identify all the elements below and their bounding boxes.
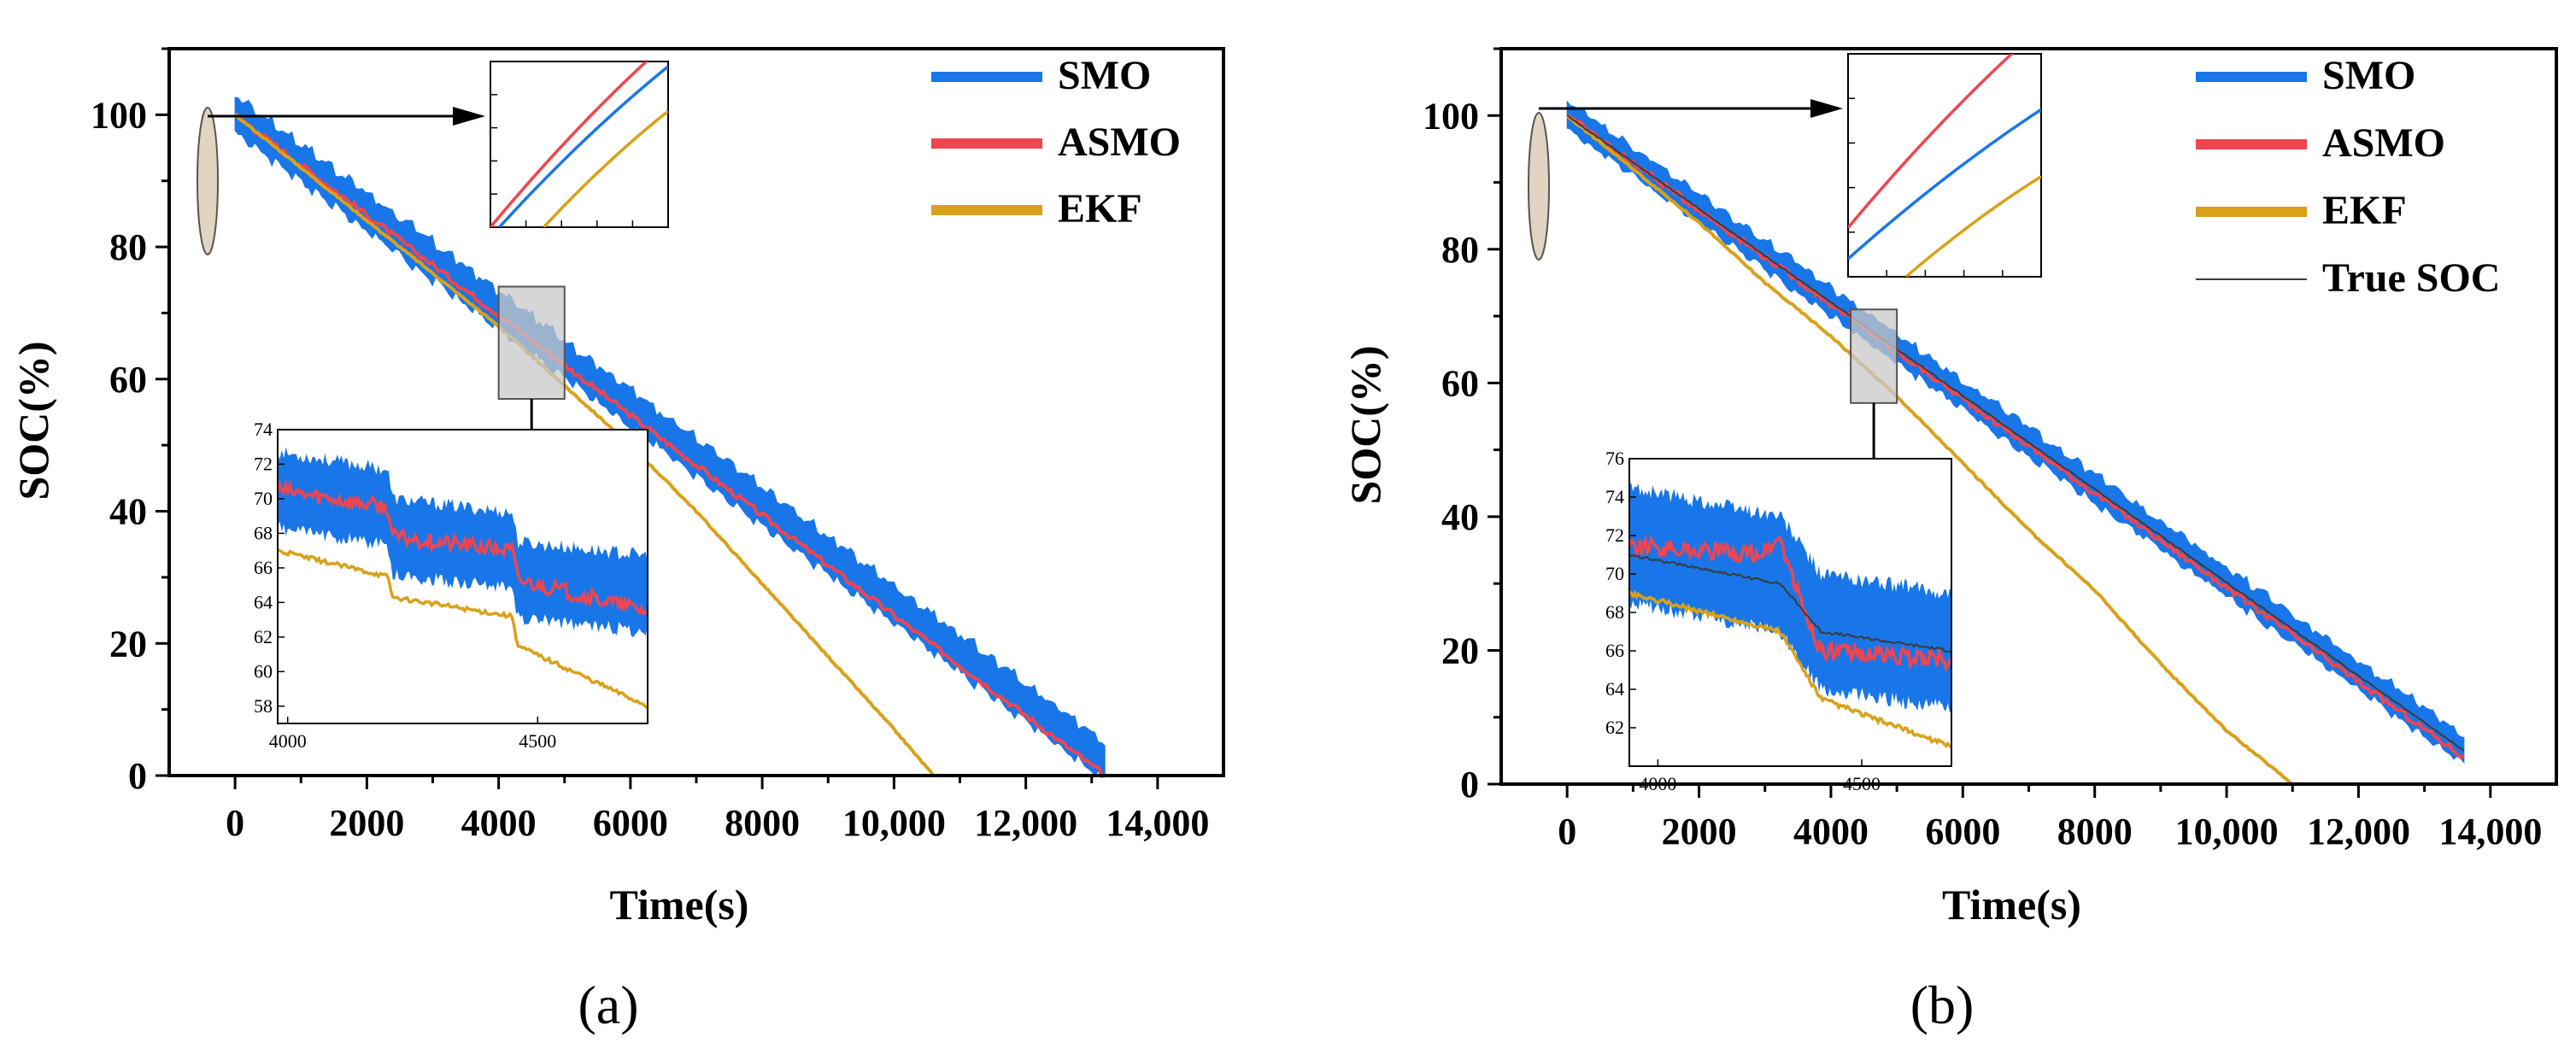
start-inset [1847,53,2042,278]
x-tick-label-4: 8000 [2057,811,2133,852]
y-tick-label-0: 0 [128,755,147,797]
y-tick-label-3: 60 [109,359,147,401]
zoom-inset-x-tick-label-1: 4500 [1843,773,1881,794]
start-inset-series-ekf [543,109,668,227]
x-axis: 0 2000 4000 6000 8000 10,000 12,000 14,000 [226,776,1209,844]
x-tick-label-7: 14,000 [1106,802,1209,844]
series-ekf-line [1565,114,2294,787]
y-tick-label-5: 100 [1423,95,1479,137]
y-tick-label-4: 80 [109,226,147,268]
legend-label-smo: SMO [1058,53,1151,98]
x-tick-label-3: 6000 [593,802,668,844]
legend-label-true-soc: True SOC [2322,255,2500,301]
zoom-inset-series-ekf [1629,589,1951,748]
zoom-inset-y-tick-label-2: 66 [1605,640,1624,661]
y-tick-label-2: 40 [1441,496,1479,538]
x-tick-label-6: 12,000 [974,802,1077,844]
x-tick-label-3: 6000 [1925,811,2000,852]
x-tick-label-2: 4000 [461,802,537,844]
start-arrow-head [1810,99,1843,118]
x-tick-label-4: 8000 [725,802,800,844]
start-inset-series-smo [1848,108,2041,261]
zoom-inset-y-tick-label-7: 72 [254,453,273,474]
start-inset-series-asmo [1848,54,2015,229]
zoom-inset-y-tick-label-6: 70 [254,488,273,509]
y-tick-label-4: 80 [1441,229,1479,271]
x-tick-label-0: 0 [1558,811,1576,852]
y-tick-label-1: 20 [109,623,147,665]
zoom-inset: 62 64 66 68 70 72 74 76 4000 4500 [1605,448,1952,794]
panel-a: 0 2000 4000 6000 8000 10,000 12,000 14,000 0 20 40… [9,47,1225,928]
x-axis: 0 2000 4000 6000 8000 10,000 12,000 14,000 [1558,784,2542,852]
panel-b: 0 2000 4000 6000 8000 10,000 12,000 14,000 0 20 40… [1341,47,2558,928]
zoom-inset-series-true-soc [1629,554,1951,653]
start-arrow-head [453,107,485,126]
zoom-inset-x-tick-label-0: 4000 [269,730,307,752]
series-ekf-line [233,112,936,777]
x-tick-label-5: 10,000 [2175,811,2279,852]
y-tick-label-1: 20 [1441,630,1479,671]
zoom-inset-y-tick-label-4: 66 [254,557,273,578]
legend-label-ekf: EKF [2322,188,2407,233]
series-asmo-line [1566,114,2465,759]
zoom-inset-series-asmo [278,478,648,617]
start-inset [490,61,669,228]
y-tick-label-3: 60 [1441,362,1479,404]
legend-label-asmo: ASMO [2322,120,2445,166]
start-inset-frame [1847,53,2042,278]
y-tick-label-2: 40 [109,491,147,533]
y-axis: 0 20 40 60 80 100 [91,47,169,797]
x-tick-label-5: 10,000 [842,802,946,844]
y-tick-label-0: 0 [1460,764,1479,805]
zoom-inset-y-tick-label-3: 68 [1605,601,1624,623]
zoom-inset: 58 60 62 64 66 68 70 72 74 4000 4500 [254,419,648,752]
x-tick-label-7: 14,000 [2438,811,2542,852]
zoom-inset-y-tick-label-7: 76 [1605,448,1624,469]
legend-label-smo: SMO [2322,53,2415,98]
zoom-inset-frame [277,429,648,724]
zoom-inset-y-tick-label-0: 62 [1605,717,1624,738]
x-tick-label-1: 2000 [1662,811,1737,852]
zoom-inset-x-tick-label-1: 4500 [519,730,556,752]
start-region-ellipse [1528,112,1550,261]
x-tick-label-2: 4000 [1793,811,1869,852]
panel-label-b: (b) [1910,975,1975,1035]
start-inset-series-ekf [1904,175,2041,277]
zoom-inset-y-tick-label-5: 68 [254,522,273,543]
y-axis: 0 20 40 60 80 100 [1423,47,1501,805]
series-true-soc-line [1566,114,2465,753]
x-tick-label-6: 12,000 [2307,811,2410,852]
zoom-region-box [497,285,566,401]
legend-label-asmo: ASMO [1058,120,1181,165]
y-tick-label-5: 100 [91,94,147,136]
zoom-inset-y-tick-label-5: 72 [1605,524,1624,546]
zoom-inset-y-tick-label-3: 64 [254,591,273,612]
zoom-inset-y-tick-label-2: 62 [254,626,273,647]
x-tick-label-0: 0 [226,802,244,844]
zoom-inset-y-tick-label-8: 74 [254,419,273,440]
y-axis-title: SOC(%) [9,341,57,500]
zoom-inset-y-tick-label-1: 60 [254,660,273,682]
zoom-inset-y-tick-label-0: 58 [254,695,273,717]
x-tick-label-1: 2000 [329,802,404,844]
y-axis-title: SOC(%) [1341,345,1389,504]
start-inset-series-asmo [490,61,648,227]
zoom-inset-x-tick-label-0: 4000 [1639,773,1676,794]
legend: SMO ASMO EKF True SOC [2196,53,2500,301]
start-region-ellipse [197,107,219,255]
zoom-inset-y-tick-label-1: 64 [1605,678,1624,700]
x-axis-title: Time(s) [610,881,749,928]
zoom-inset-y-tick-label-4: 70 [1605,563,1624,584]
panel-label-a: (a) [578,975,638,1035]
zoom-region-box [1850,308,1898,404]
series-asmo-line [234,113,1106,779]
zoom-inset-series-asmo [1629,535,1951,672]
start-inset-series-smo [498,65,668,227]
zoom-inset-y-tick-label-6: 74 [1605,486,1624,507]
zoom-inset-series-ekf [278,548,648,709]
x-axis-title: Time(s) [1942,881,2081,928]
legend-label-ekf: EKF [1058,186,1142,231]
legend: SMO ASMO EKF [931,53,1181,231]
